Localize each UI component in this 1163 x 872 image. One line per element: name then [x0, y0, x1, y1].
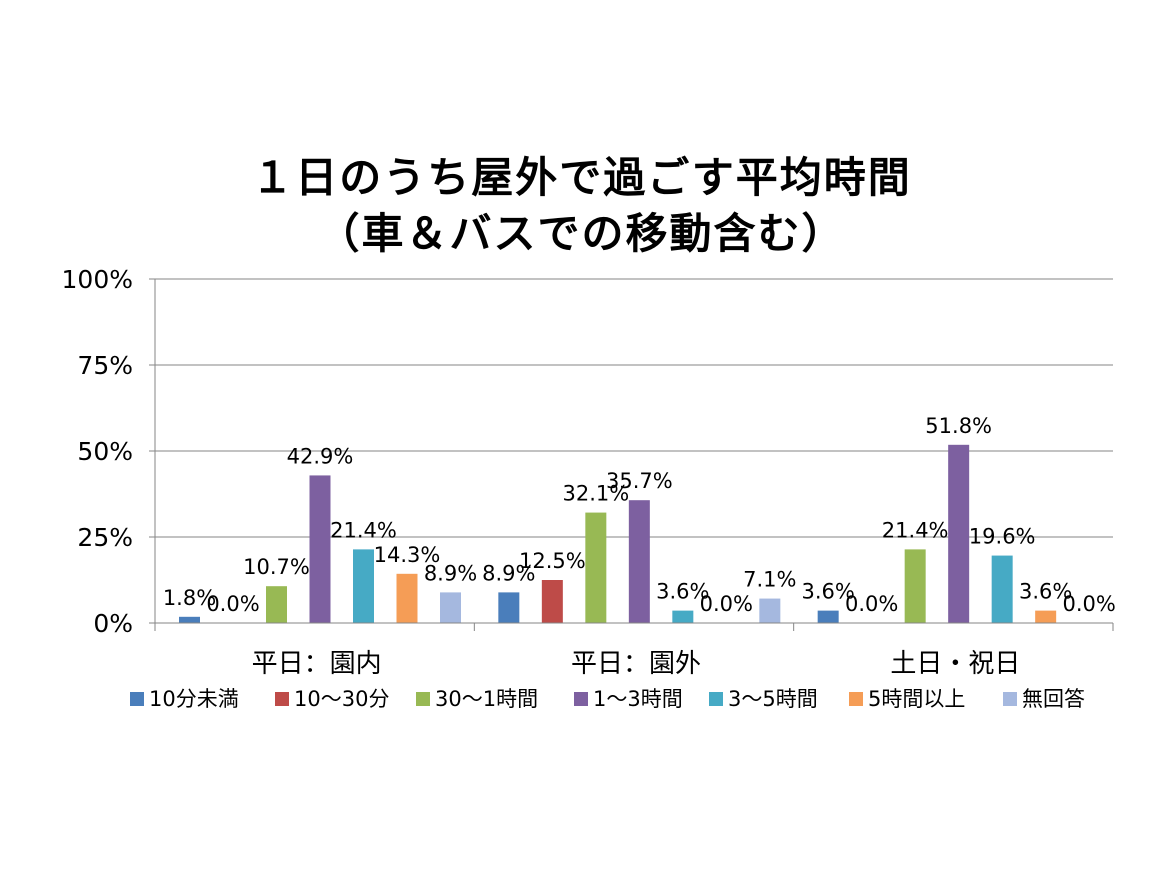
bar — [817, 610, 839, 623]
bar — [585, 512, 607, 623]
bar — [1035, 610, 1057, 623]
data-label: 10.7% — [243, 555, 310, 579]
data-label: 3.6% — [801, 580, 854, 604]
chart-title-line1: １日のうち屋外で過ごす平均時間 — [251, 153, 912, 202]
y-tick-label: 25% — [77, 523, 133, 552]
bar — [948, 444, 970, 623]
data-label: 7.1% — [743, 568, 796, 592]
bar — [353, 549, 374, 623]
bar — [541, 580, 563, 623]
bar — [904, 549, 926, 623]
y-tick-label: 75% — [77, 351, 133, 380]
bar — [672, 610, 694, 623]
legend-swatch — [1003, 692, 1017, 706]
data-label: 19.6% — [969, 525, 1036, 549]
bar — [440, 592, 461, 623]
data-label: 32.1% — [562, 482, 629, 506]
legend-swatch — [416, 692, 430, 706]
data-label: 14.3% — [374, 543, 441, 567]
legend-swatch — [275, 692, 289, 706]
legend-swatch — [574, 692, 588, 706]
chart-title-line2: （車＆バスでの移動含む） — [317, 209, 846, 258]
data-label: 0.0% — [700, 592, 753, 616]
bar — [498, 592, 520, 623]
data-label: 0.0% — [845, 592, 898, 616]
x-tick-label: 土日・祝日 — [890, 649, 1020, 679]
data-label: 21.4% — [882, 518, 949, 542]
y-tick-label: 100% — [62, 265, 133, 294]
data-label: 42.9% — [287, 444, 354, 468]
data-label: 3.6% — [656, 580, 709, 604]
bar — [179, 616, 200, 623]
data-label: 8.9% — [424, 561, 477, 585]
x-tick-label: 平日：園外 — [571, 649, 701, 679]
bar — [309, 475, 331, 623]
data-label: 0.0% — [206, 592, 259, 616]
bar — [628, 500, 650, 623]
data-label: 8.9% — [482, 561, 535, 585]
data-label: 51.8% — [925, 414, 992, 438]
y-tick-label: 0% — [93, 609, 133, 638]
legend-swatch — [709, 692, 723, 706]
bar — [266, 586, 287, 623]
legend-label: 3〜5時間 — [728, 687, 818, 711]
bar — [396, 573, 418, 623]
bar — [991, 555, 1013, 623]
x-tick-label: 平日：園内 — [252, 649, 382, 679]
legend-swatch — [849, 692, 863, 706]
legend-label: 10分未満 — [149, 687, 239, 711]
legend-label: 無回答 — [1022, 687, 1085, 711]
data-label: 3.6% — [1019, 580, 1072, 604]
data-label: 12.5% — [519, 549, 586, 573]
data-label: 35.7% — [606, 469, 673, 493]
data-label: 0.0% — [1062, 592, 1115, 616]
legend-label: 30〜1時間 — [435, 687, 538, 711]
data-label: 1.8% — [163, 586, 216, 610]
y-tick-label: 50% — [77, 437, 133, 466]
legend-label: 10〜30分 — [294, 687, 389, 711]
legend-label: 1〜3時間 — [593, 687, 683, 711]
bar — [759, 598, 781, 623]
legend-label: 5時間以上 — [868, 687, 965, 711]
data-label: 21.4% — [330, 518, 397, 542]
legend-swatch — [130, 692, 144, 706]
